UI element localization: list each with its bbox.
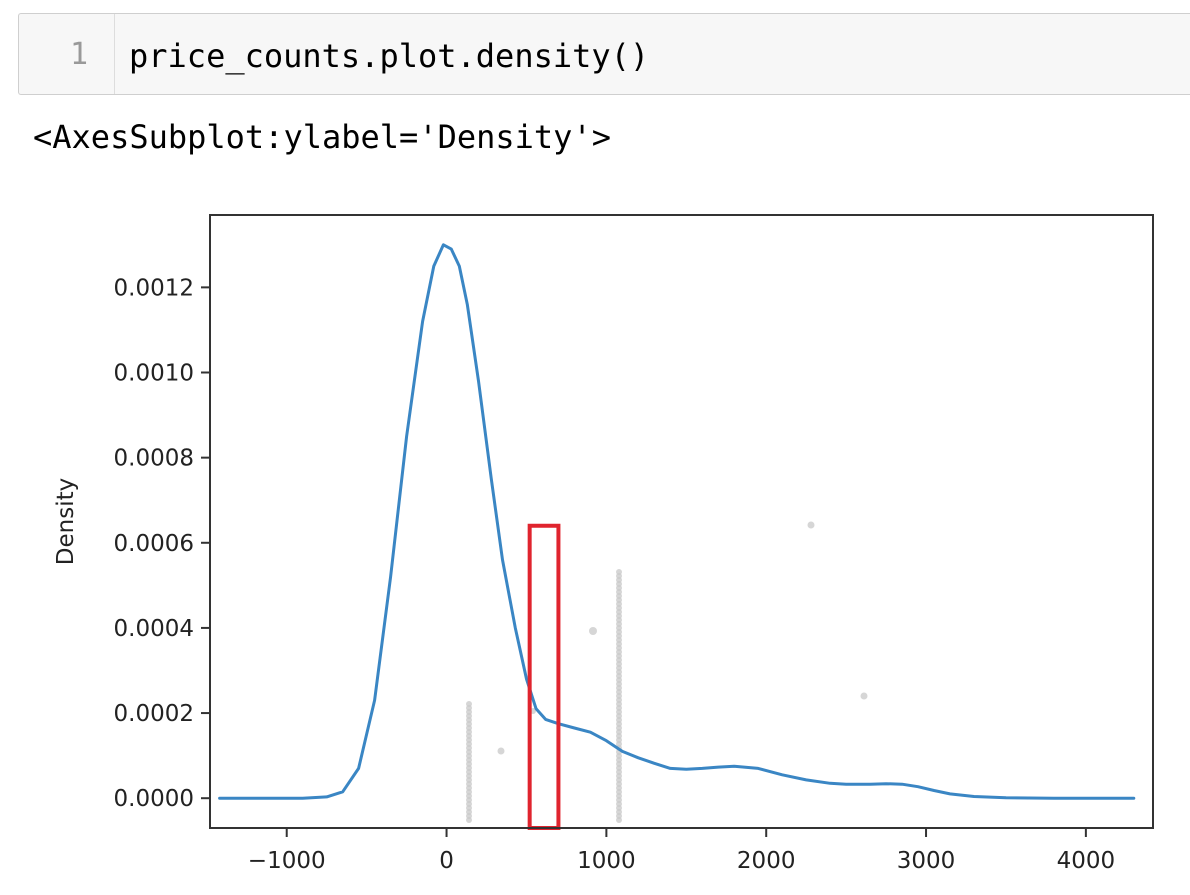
background-point: [807, 521, 815, 529]
background-points: [466, 521, 868, 823]
x-tick-label: −1000: [248, 848, 326, 874]
background-point: [466, 817, 472, 823]
line-gutter: 1: [19, 14, 115, 94]
x-tick-label: 4000: [1057, 848, 1116, 874]
background-point: [860, 692, 868, 700]
background-point: [616, 817, 622, 823]
y-tick-label: 0.0004: [114, 616, 194, 642]
background-point: [589, 627, 597, 635]
x-tick-label: 0: [439, 848, 454, 874]
line-number: 1: [69, 37, 88, 72]
y-tick-label: 0.0010: [114, 361, 194, 387]
y-tick-label: 0.0002: [114, 701, 194, 727]
highlight-box: [527, 523, 561, 830]
code-cell[interactable]: 1 price_counts.plot.density(): [18, 13, 1190, 95]
background-point: [497, 747, 505, 755]
x-tick-label: 3000: [897, 848, 956, 874]
y-tick-label: 0.0006: [114, 531, 194, 557]
y-tick-label: 0.0012: [114, 275, 194, 301]
x-tick-label: 2000: [737, 848, 796, 874]
x-tick-label: 1000: [577, 848, 636, 874]
y-axis-label: Density: [53, 478, 79, 565]
output-repr: <AxesSubplot:ylabel='Density'>: [33, 118, 611, 156]
code-input[interactable]: price_counts.plot.density(): [129, 37, 650, 75]
y-tick-label: 0.0008: [114, 446, 194, 472]
y-tick-label: 0.0000: [114, 786, 194, 812]
density-line: [218, 243, 1136, 800]
axes-frame: [209, 214, 1154, 829]
